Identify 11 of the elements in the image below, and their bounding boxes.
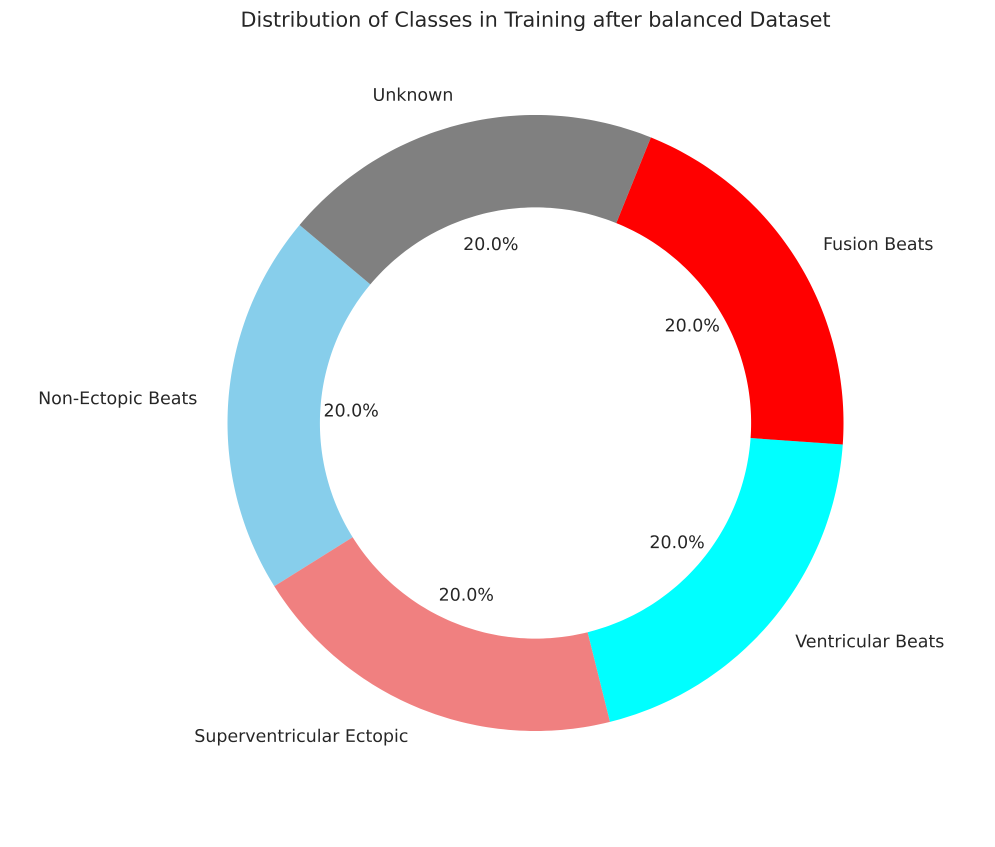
slice-label: Ventricular Beats (795, 634, 944, 648)
data-label: 20.0% (666, 318, 719, 332)
slice-label: Superventricular Ectopic (195, 728, 408, 746)
chart-title: Distribution of Classes in Training after balanced Dataset (242, 10, 830, 32)
slice-label: Non-Ectopic Beats (40, 390, 196, 408)
slice-label: Fusion Beats (824, 236, 933, 250)
data-label: 20.0% (440, 588, 493, 601)
data-label: 20.0% (464, 237, 518, 250)
slice-label: Unknown (374, 88, 452, 101)
data-label: 20.0% (650, 535, 704, 548)
data-label: 20.0% (324, 404, 378, 417)
